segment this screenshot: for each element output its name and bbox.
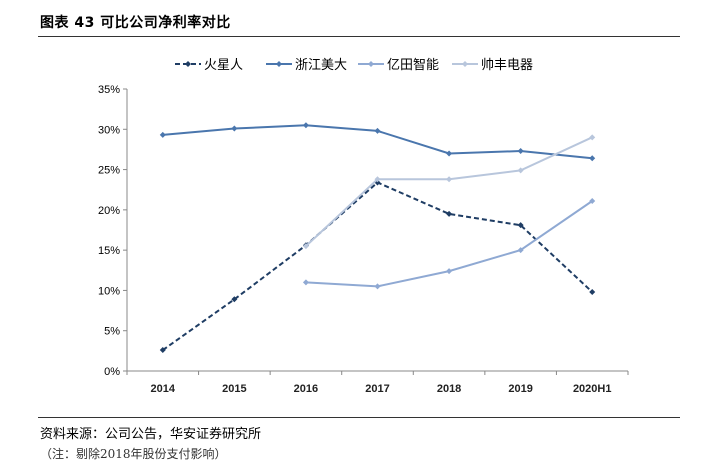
- data-point: [374, 283, 381, 290]
- data-point: [446, 210, 453, 217]
- data-point: [589, 289, 596, 296]
- data-point: [374, 176, 381, 183]
- series-3: [302, 134, 596, 250]
- data-point: [159, 131, 166, 138]
- data-point: [302, 279, 309, 286]
- y-tick-label: 25%: [98, 165, 120, 177]
- legend-entry: 亿田智能: [358, 57, 439, 72]
- x-axis: 2014 2015 2016 2017 2018 2019 2020H1: [126, 370, 629, 395]
- data-point: [374, 127, 381, 134]
- figure-title: 图表 43 可比公司净利率对比: [40, 15, 231, 31]
- data-point: [517, 148, 524, 155]
- data-point: [231, 296, 238, 303]
- x-tick-label: 2020H1: [573, 383, 612, 395]
- data-point: [446, 268, 453, 275]
- series-line: [162, 181, 593, 351]
- x-tick-label: 2015: [222, 383, 246, 395]
- data-point: [517, 222, 524, 229]
- x-tick-label: 2016: [294, 383, 318, 395]
- data-point: [302, 122, 309, 129]
- y-tick-label: 0%: [104, 366, 120, 378]
- plot-area: [159, 122, 596, 354]
- y-tick-label: 35%: [98, 84, 120, 96]
- legend-label: 亿田智能: [387, 57, 439, 72]
- data-point: [589, 155, 596, 162]
- y-axis: 0% 5% 10% 15% 20% 25% 30% 35%: [98, 84, 128, 378]
- data-point: [589, 197, 596, 204]
- data-point: [446, 176, 453, 183]
- data-point: [517, 167, 524, 174]
- series-0: [159, 179, 596, 354]
- top-rule: [38, 36, 680, 37]
- legend-label: 火星人: [204, 57, 243, 72]
- legend-marker: [276, 61, 282, 67]
- legend-entry: 火星人: [175, 57, 243, 72]
- legend-marker: [462, 61, 468, 67]
- data-point: [231, 125, 238, 132]
- source-note: 资料来源：公司公告，华安证券研究所: [40, 427, 262, 442]
- y-tick-label: 15%: [98, 245, 120, 257]
- data-point: [517, 247, 524, 254]
- y-tick-label: 30%: [98, 124, 120, 136]
- line-chart: 火星人 浙江美大 亿田智能 帅丰电器 0% 5% 10% 15% 20% 25% 30% 35% 2…: [98, 57, 629, 395]
- y-tick-label: 10%: [98, 285, 120, 297]
- series-1: [159, 122, 596, 162]
- y-tick-label: 20%: [98, 205, 120, 217]
- legend-label: 浙江美大: [295, 57, 347, 72]
- footnote: （注：剔除2018年股份支付影响）: [40, 447, 227, 461]
- data-point: [159, 347, 166, 354]
- x-tick-label: 2018: [437, 383, 461, 395]
- legend-entry: 帅丰电器: [452, 57, 533, 72]
- bottom-rule: [38, 417, 680, 418]
- x-tick-label: 2017: [365, 383, 389, 395]
- data-point: [302, 243, 309, 250]
- legend-entry: 浙江美大: [266, 57, 347, 72]
- x-tick-label: 2014: [151, 383, 176, 395]
- data-point: [446, 150, 453, 157]
- x-tick-label: 2019: [508, 383, 532, 395]
- series-2: [302, 197, 596, 290]
- legend-marker: [368, 61, 374, 67]
- y-tick-label: 5%: [104, 326, 120, 338]
- legend-marker: [185, 61, 191, 67]
- legend: 火星人 浙江美大 亿田智能 帅丰电器: [175, 57, 533, 72]
- data-point: [589, 134, 596, 141]
- legend-label: 帅丰电器: [481, 57, 533, 72]
